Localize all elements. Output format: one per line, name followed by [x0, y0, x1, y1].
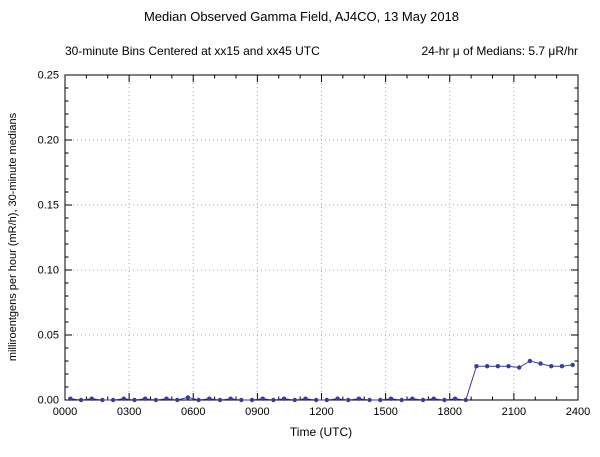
x-tick-labels: 0000 0300 0600 0900 1200 1500 1800 2100 2400	[53, 406, 590, 418]
data-point	[281, 396, 287, 401]
data-point	[292, 397, 297, 403]
svg-text:0.10: 0.10	[38, 265, 59, 277]
data-point	[420, 397, 426, 403]
data-point	[570, 362, 575, 368]
data-point	[207, 396, 212, 401]
chart-title: Median Observed Gamma Field, AJ4CO, 13 M…	[143, 9, 460, 24]
svg-text:1500: 1500	[373, 406, 397, 418]
data-point	[132, 397, 137, 403]
data-point	[110, 397, 116, 403]
data-point	[559, 364, 565, 369]
data-point	[100, 397, 105, 403]
svg-text:0.00: 0.00	[38, 395, 59, 407]
data-point	[495, 364, 501, 369]
data-point	[549, 364, 554, 369]
data-point	[196, 397, 201, 403]
data-point	[517, 365, 522, 370]
data-point	[89, 396, 94, 401]
svg-text:0.15: 0.15	[38, 200, 59, 212]
data-point	[164, 396, 169, 401]
data-point	[335, 396, 340, 401]
data-point	[185, 395, 191, 400]
data-point	[303, 396, 308, 401]
data-point	[388, 396, 394, 401]
grid-lines	[65, 75, 578, 400]
data-point	[313, 397, 319, 403]
data-point	[271, 397, 276, 403]
data-point	[474, 364, 479, 369]
data-point	[399, 397, 404, 403]
chart-subtitle-bins: 30-minute Bins Centered at xx15 and xx45…	[65, 44, 320, 58]
data-point	[217, 397, 223, 403]
data-point	[538, 361, 543, 366]
svg-text:0000: 0000	[53, 406, 77, 418]
data-point	[68, 396, 73, 401]
svg-text:0900: 0900	[245, 406, 269, 418]
svg-text:0.05: 0.05	[38, 330, 59, 342]
data-point	[527, 358, 533, 364]
data-point	[153, 397, 159, 403]
data-point	[484, 364, 490, 369]
data-point	[121, 396, 126, 401]
y-tick-labels: 0.00 0.05 0.10 0.15 0.20 0.25	[38, 70, 59, 407]
data-point	[228, 396, 233, 401]
data-series	[68, 358, 575, 403]
data-point	[324, 397, 330, 403]
data-point	[431, 396, 436, 401]
chart-subtitle-row: 30-minute Bins Centered at xx15 and xx45…	[65, 44, 578, 58]
y-axis-label: milliroentgens per hour (mR/h), 30-minut…	[7, 112, 19, 361]
data-point	[249, 397, 255, 403]
svg-text:0300: 0300	[117, 406, 141, 418]
data-point	[356, 396, 362, 401]
data-point	[452, 396, 458, 401]
chart-subtitle-mean: 24-hr μ of Medians: 5.7 μR/hr	[421, 44, 578, 58]
svg-text:2100: 2100	[502, 406, 526, 418]
data-point	[442, 397, 447, 403]
data-point	[346, 397, 351, 403]
svg-text:1200: 1200	[309, 406, 333, 418]
data-point	[142, 396, 148, 401]
data-point	[506, 364, 511, 369]
svg-text:0.25: 0.25	[38, 70, 59, 82]
data-point	[463, 397, 468, 403]
svg-text:1800: 1800	[438, 406, 462, 418]
data-point	[410, 396, 415, 401]
svg-text:2400: 2400	[566, 406, 590, 418]
data-point	[78, 397, 84, 403]
data-point	[367, 397, 372, 403]
data-point	[260, 396, 265, 401]
tick-marks	[64, 74, 579, 401]
data-point	[175, 397, 180, 403]
svg-text:0.20: 0.20	[38, 135, 59, 147]
data-point	[378, 397, 383, 403]
svg-text:0600: 0600	[181, 406, 205, 418]
data-point	[239, 397, 244, 403]
x-axis-label: Time (UTC)	[290, 425, 352, 439]
